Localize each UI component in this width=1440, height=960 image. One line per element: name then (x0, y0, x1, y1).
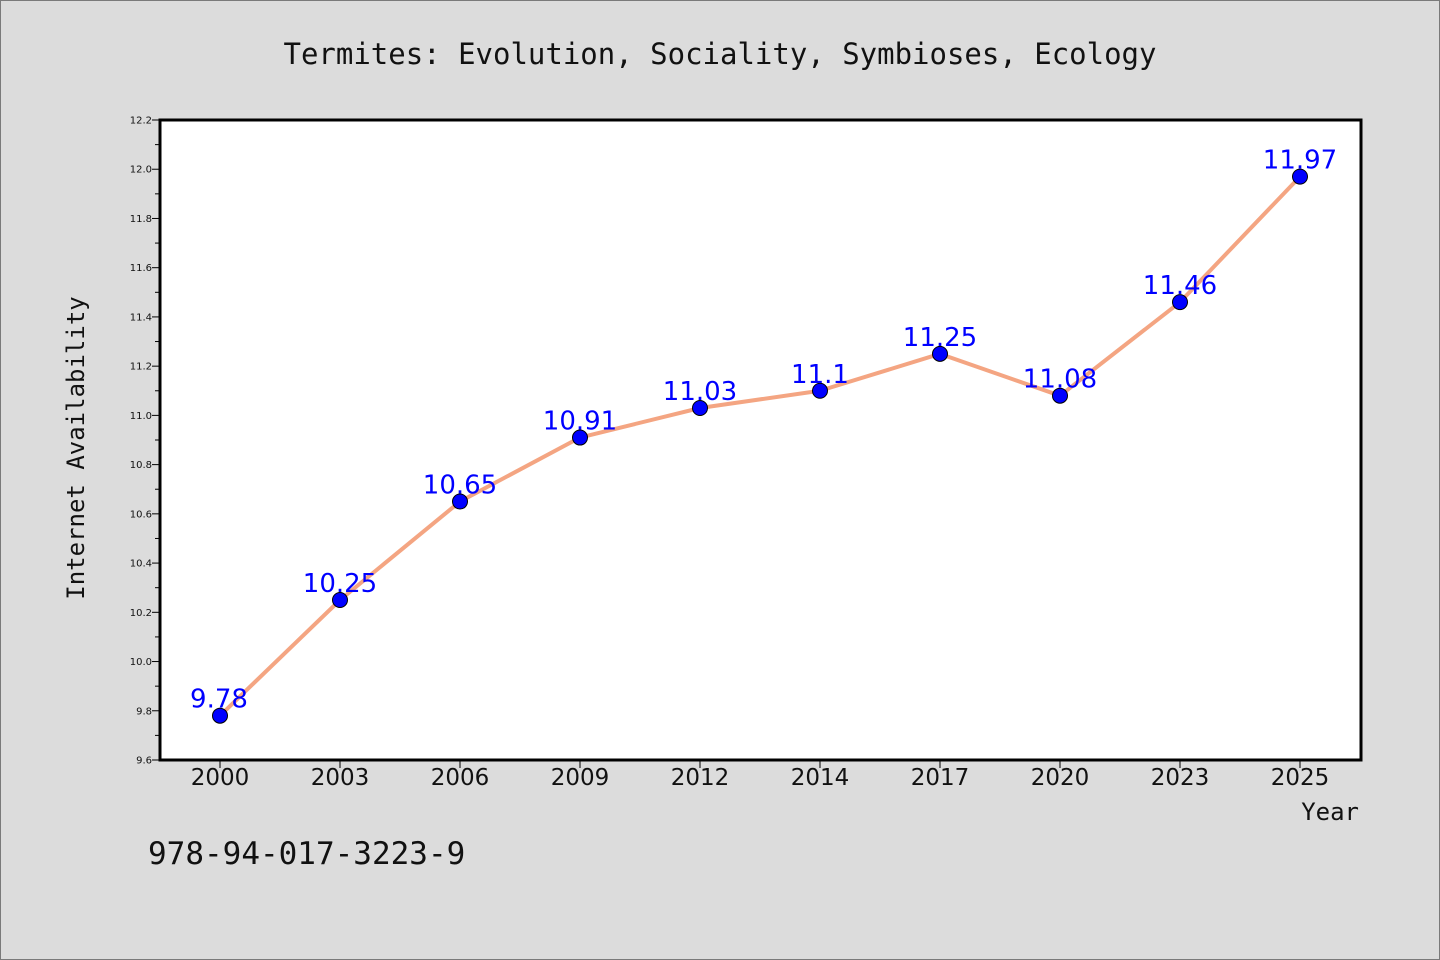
y-tick-label: 9.8 (136, 706, 152, 717)
x-tick-label: 2012 (671, 765, 730, 791)
y-axis: 9.6 9.8 10.0 10.2 10.4 10.6 10.8 11.0 11.2 11.4 11… (130, 116, 160, 767)
data-point (1172, 294, 1188, 311)
y-tick-label: 12.2 (130, 116, 152, 127)
data-point (212, 707, 228, 724)
data-labels: 9.78 10.25 10.65 10.91 11.03 11.1 11.25 11.08 11… (190, 146, 1337, 715)
y-tick-label: 10.6 (130, 509, 152, 520)
data-point (332, 592, 348, 608)
x-tick-label: 2023 (1151, 765, 1210, 791)
y-tick-label: 11.4 (130, 312, 152, 323)
y-tick-label: 12.0 (130, 165, 152, 176)
data-label: 11.08 (1023, 365, 1097, 395)
data-point (1052, 387, 1068, 404)
x-axis-label: Year (1301, 798, 1359, 826)
chart-title: Termites: Evolution, Sociality, Symbiose… (284, 37, 1157, 71)
series-line (218, 175, 1302, 718)
y-tick-label: 9.6 (136, 756, 152, 767)
data-label: 10.91 (543, 407, 617, 437)
y-tick-label: 10.2 (130, 608, 152, 619)
data-label: 11.46 (1143, 271, 1217, 301)
x-axis: 2000 2003 2006 2009 2012 2014 2017 2020 2023 2025 (191, 760, 1330, 791)
y-axis-label: Internet Availability (62, 296, 90, 599)
x-tick-label: 2014 (791, 765, 850, 791)
y-tick-label: 10.4 (130, 559, 152, 570)
isbn-text: 978-94-017-3223-9 (148, 836, 465, 872)
data-label: 11.03 (663, 377, 737, 407)
x-tick-label: 2009 (551, 765, 610, 791)
x-tick-label: 2006 (431, 765, 490, 791)
data-label: 11.1 (791, 360, 849, 390)
data-label: 10.25 (303, 569, 377, 599)
y-tick-label: 11.6 (130, 263, 152, 274)
x-tick-label: 2025 (1271, 765, 1330, 791)
data-label: 11.97 (1263, 146, 1337, 176)
data-label: 9.78 (190, 685, 248, 715)
y-tick-label: 10.8 (130, 460, 152, 471)
data-label: 11.25 (903, 323, 977, 353)
x-tick-label: 2017 (911, 765, 970, 791)
y-tick-label: 11.8 (130, 214, 152, 225)
x-tick-label: 2020 (1031, 765, 1090, 791)
x-tick-label: 2000 (191, 765, 250, 791)
plot-area (158, 118, 1363, 762)
data-label: 10.65 (423, 471, 497, 501)
y-tick-label: 11.2 (130, 362, 152, 373)
y-tick-label: 11.0 (130, 411, 152, 422)
x-tick-label: 2003 (311, 765, 370, 791)
y-tick-label: 10.0 (130, 657, 152, 668)
series-markers (212, 168, 1308, 724)
data-point (1292, 168, 1308, 185)
data-point (812, 382, 828, 399)
data-point (932, 345, 948, 362)
data-point (692, 400, 708, 416)
data-point (572, 429, 588, 446)
data-point (452, 493, 468, 510)
